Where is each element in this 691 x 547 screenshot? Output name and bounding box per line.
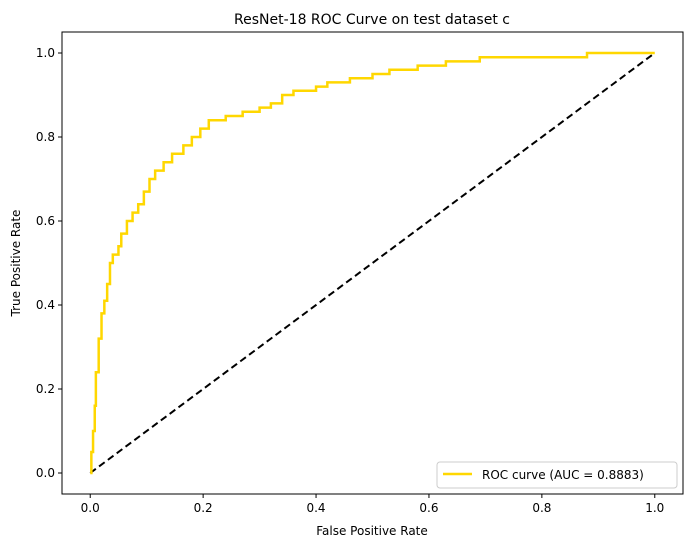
chart-title: ResNet-18 ROC Curve on test dataset c <box>234 12 510 28</box>
y-tick-label: 0.6 <box>36 214 55 228</box>
y-tick-label: 1.0 <box>36 46 55 60</box>
y-tick-label: 0.8 <box>36 130 55 144</box>
x-tick-label: 0.6 <box>419 501 438 515</box>
legend: ROC curve (AUC = 0.8883) <box>436 461 678 489</box>
y-tick-label: 0.2 <box>36 382 55 396</box>
y-axis-label: True Positive Rate <box>9 210 23 318</box>
chance-diagonal-line <box>89 52 656 474</box>
legend-box <box>436 461 678 489</box>
x-tick-label: 0.8 <box>532 501 551 515</box>
x-axis-label: False Positive Rate <box>316 524 428 538</box>
x-tick-label: 0.4 <box>306 501 325 515</box>
x-tick-label: 1.0 <box>645 501 664 515</box>
x-tick-label: 0.0 <box>81 501 100 515</box>
plot-frame <box>61 31 684 495</box>
y-tick-label: 0.0 <box>36 466 55 480</box>
x-tick-label: 0.2 <box>194 501 213 515</box>
legend-label: ROC curve (AUC = 0.8883) <box>482 468 644 482</box>
y-tick-label: 0.4 <box>36 298 55 312</box>
roc-curve-line <box>90 51 655 475</box>
